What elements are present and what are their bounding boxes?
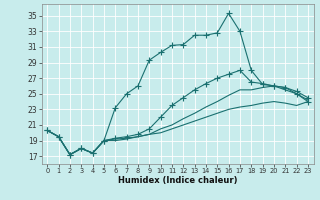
- X-axis label: Humidex (Indice chaleur): Humidex (Indice chaleur): [118, 176, 237, 185]
